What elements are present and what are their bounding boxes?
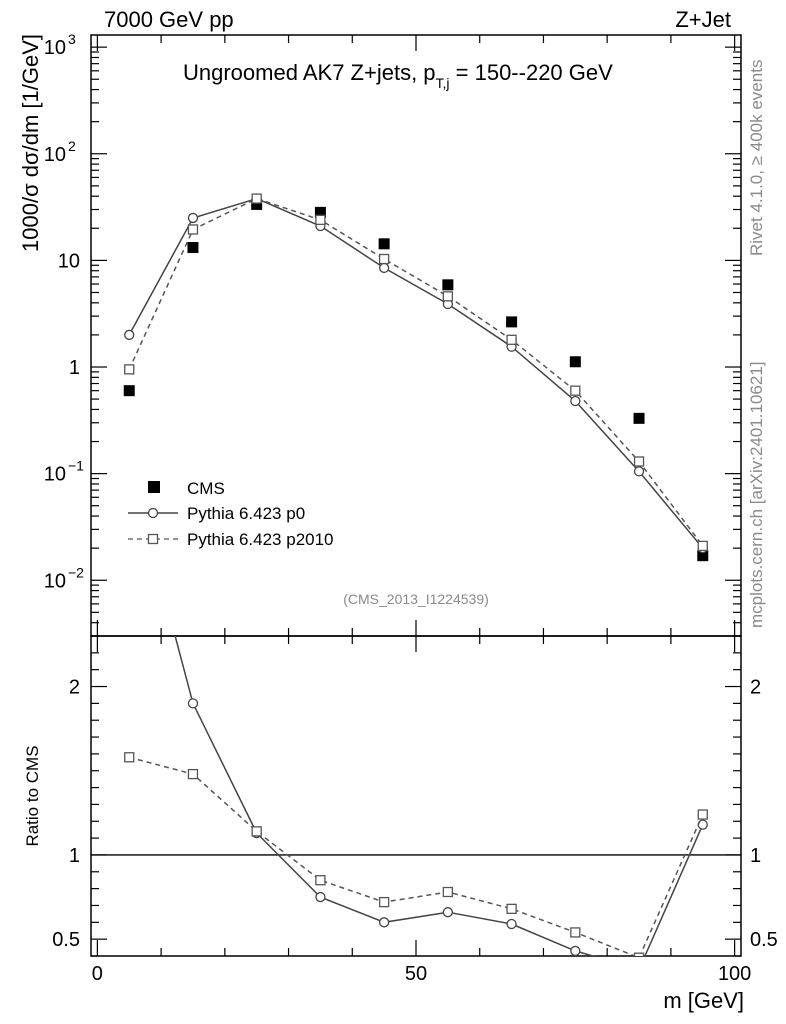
header-left: 7000 GeV pp xyxy=(104,7,234,32)
header-right: Z+Jet xyxy=(675,7,731,32)
ratio-y-tick-label-right: 0.5 xyxy=(750,929,778,951)
x-tick-label: 50 xyxy=(405,963,427,985)
main-title-text: Ungroomed AK7 Z+jets, p xyxy=(183,60,436,85)
main-cms-marker xyxy=(697,550,709,562)
main-ticks xyxy=(91,35,741,637)
ratio-pythia-6-423-p0-marker xyxy=(506,918,517,930)
main-pythia-6-423-p2010-marker xyxy=(251,193,262,204)
x-tick-label: 100 xyxy=(718,963,751,985)
ratio-pythia-6-423-p0-marker xyxy=(125,458,134,467)
ratio-y-tick-label: 2 xyxy=(69,677,80,699)
main-pythia-6-423-p0-marker xyxy=(187,212,199,224)
x-axis-label: m [GeV] xyxy=(663,988,744,1013)
main-cms-marker xyxy=(569,356,581,368)
main-cms-marker xyxy=(314,206,326,218)
x-tick-label: 0 xyxy=(92,963,103,985)
legend: CMS Pythia 6.423 p0 Pythia 6.423 p2010 xyxy=(128,479,334,549)
legend-p2010-marker xyxy=(147,533,159,545)
main-y-tick-label: 10 xyxy=(44,464,66,486)
main-cms-marker xyxy=(506,316,518,328)
main-cms-marker xyxy=(123,385,135,397)
legend-p2010-label: Pythia 6.423 p2010 xyxy=(187,530,334,549)
main-y-tick-label: 10 xyxy=(44,37,66,59)
ratio-pythia-6-423-p0-marker xyxy=(570,945,581,956)
legend-p0-marker xyxy=(147,507,159,519)
ratio-pythia-6-423-p0-marker xyxy=(378,917,390,928)
ratio-pythia-6-423-p2010-marker xyxy=(570,927,581,938)
ratio-pythia-6-423-p2010 xyxy=(124,752,708,956)
main-pythia-6-423-p0-marker xyxy=(378,262,390,274)
main-y-tick-exponent: −2 xyxy=(68,564,84,580)
main-pythia-6-423-p2010-marker xyxy=(442,291,454,302)
main-pythia-6-423-p2010-marker xyxy=(697,540,708,552)
main-pythia-6-423-p0-marker xyxy=(570,395,581,407)
main-title-rest: = 150--220 GeV xyxy=(450,60,614,85)
main-y-tick-label: 10 xyxy=(44,144,66,166)
main-pythia-6-423-p2010-marker xyxy=(187,224,199,235)
main-title: Ungroomed AK7 Z+jets, pT,j = 150--220 Ge… xyxy=(183,60,613,91)
ratio-y-tick-label-right: 1 xyxy=(750,845,761,867)
ratio-pythia-6-423-p2010-marker xyxy=(124,752,135,763)
main-y-axis-label: 1000/σ dσ/dm [1/GeV] xyxy=(18,34,43,252)
main-y-tick-exponent: 2 xyxy=(68,138,76,154)
main-cms-marker xyxy=(633,412,645,424)
ratio-pythia-6-423-p0-marker xyxy=(442,907,454,918)
ratio-pythia-6-423-p2010-marker xyxy=(315,875,326,886)
main-series xyxy=(123,193,709,562)
main-y-tick-label: 1 xyxy=(69,357,80,379)
main-y-tick-label: 10 xyxy=(44,570,66,592)
main-pythia-6-423-p2010-marker xyxy=(570,385,581,396)
legend-p0-label: Pythia 6.423 p0 xyxy=(187,504,305,523)
legend-cms-label: CMS xyxy=(187,479,225,498)
ratio-pythia-6-423-p0-marker xyxy=(635,965,644,974)
main-pythia-6-423-p0-marker xyxy=(633,466,645,477)
ratio-ticks xyxy=(91,635,741,957)
main-pythia-6-423-p2010-marker xyxy=(315,214,326,226)
rivet-label: Rivet 4.1.0, ≥ 400k events xyxy=(747,60,766,256)
mcplots-label: mcplots.cern.ch [arXiv:2401.10621] xyxy=(747,362,766,628)
watermark: (CMS_2013_I1224539) xyxy=(343,591,489,607)
ratio-y-tick-label: 0.5 xyxy=(52,929,80,951)
main-pythia-6-423-p0 xyxy=(124,193,708,554)
main-pythia-6-423-p2010-marker xyxy=(506,334,517,345)
main-cms-marker xyxy=(442,279,454,291)
ratio-pythia-6-423-p0-line xyxy=(174,636,704,956)
main-cms-marker xyxy=(187,242,199,254)
ratio-y-tick-label-right: 2 xyxy=(750,677,761,699)
main-y-tick-exponent: 3 xyxy=(68,31,76,47)
main-pythia-6-423-p2010-marker xyxy=(378,253,390,265)
ratio-pythia-6-423-p2010-marker xyxy=(187,768,199,780)
main-pythia-6-423-p2010-marker xyxy=(124,364,135,375)
ratio-pythia-6-423-p0-marker xyxy=(187,698,199,709)
ratio-pythia-6-423-p2010-marker xyxy=(251,826,262,837)
ratio-panel: 2 2 1 1 0.5 0.5 0 50 100 Ratio to CMS m [GeV] xyxy=(23,458,778,1013)
main-title-sub: T,j xyxy=(436,75,450,91)
ratio-pythia-6-423-p2010-marker xyxy=(633,952,645,956)
main-cms-marker xyxy=(378,238,390,250)
main-pythia-6-423-p0-line xyxy=(128,197,704,549)
main-cms xyxy=(123,198,709,562)
ratio-pythia-6-423-p2010-line xyxy=(129,756,704,956)
ratio-pythia-6-423-p0-marker xyxy=(315,891,326,903)
legend-cms-marker xyxy=(148,481,160,493)
ratio-y-tick-label: 1 xyxy=(69,845,80,867)
main-y-tick-exponent: −1 xyxy=(68,458,84,474)
main-cms-marker xyxy=(251,198,263,210)
x-tick-labels: 0 50 100 xyxy=(92,963,752,985)
ratio-pythia-6-423-p2010-marker xyxy=(697,809,708,820)
main-pythia-6-423-p2010 xyxy=(124,193,708,552)
main-pythia-6-423-p2010-line xyxy=(128,197,704,547)
ratio-pythia-6-423-p2010-marker xyxy=(378,896,390,908)
ratio-series xyxy=(124,458,708,974)
ratio-y-axis-label: Ratio to CMS xyxy=(23,745,42,846)
ratio-y-tick-labels: 2 2 1 1 0.5 0.5 xyxy=(52,677,778,952)
ratio-pythia-6-423-p2010-marker xyxy=(442,886,454,898)
main-pythia-6-423-p0-marker xyxy=(124,329,135,341)
main-y-tick-label: 10 xyxy=(58,250,80,272)
main-pythia-6-423-p2010-marker xyxy=(633,456,645,467)
ratio-pythia-6-423-p2010-marker xyxy=(506,903,517,914)
